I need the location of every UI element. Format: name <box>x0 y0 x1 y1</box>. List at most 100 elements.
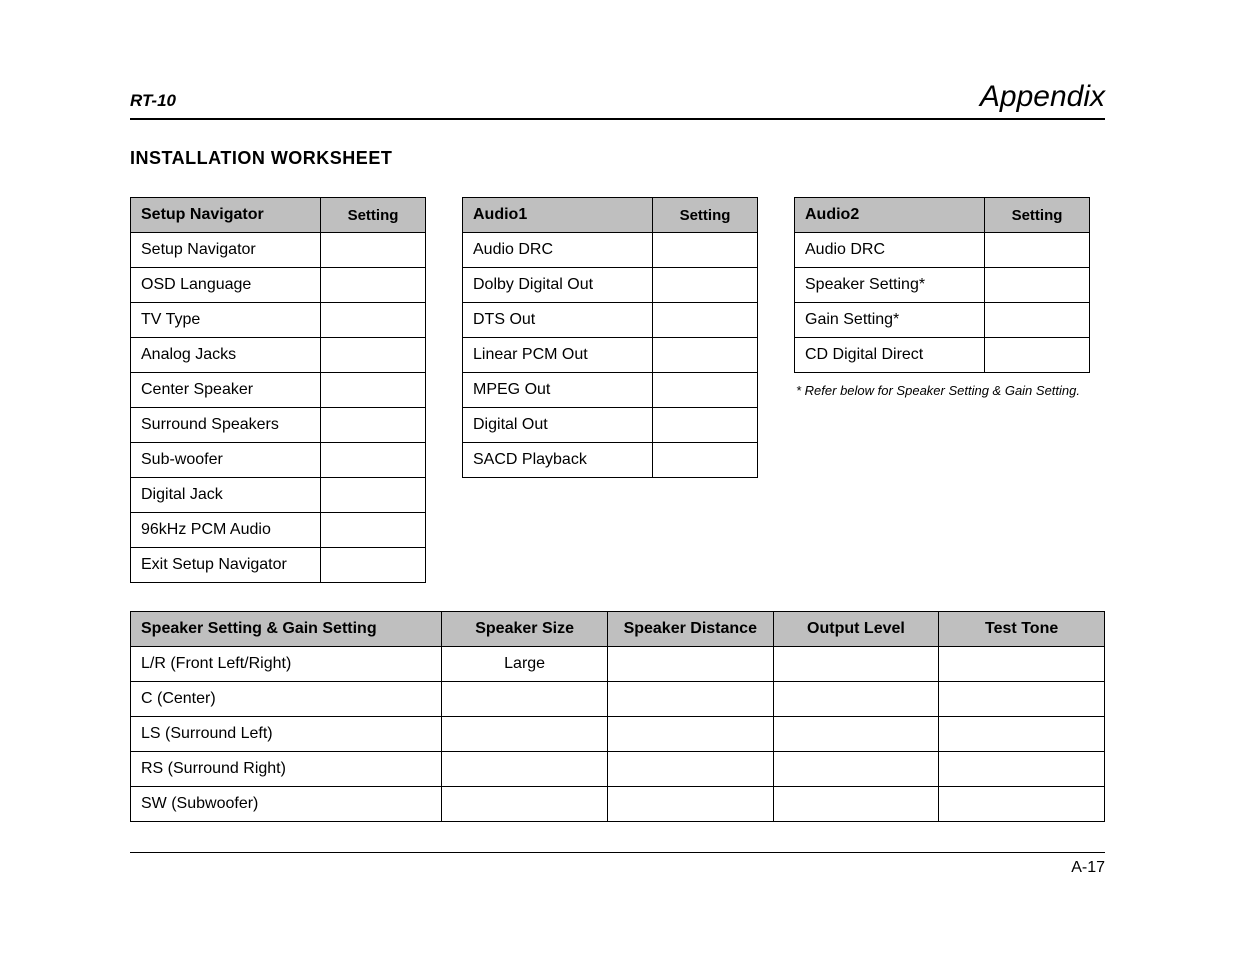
table-row: Audio DRC <box>463 233 758 268</box>
cell-value <box>773 682 939 717</box>
cell-value <box>607 647 773 682</box>
table-row: OSD Language <box>131 268 426 303</box>
table-row: Center Speaker <box>131 373 426 408</box>
cell-label: Speaker Setting* <box>795 268 985 303</box>
table-row: TV Type <box>131 303 426 338</box>
table-row: Digital Jack <box>131 478 426 513</box>
cell-value <box>321 408 426 443</box>
cell-value <box>321 513 426 548</box>
cell-value <box>939 647 1105 682</box>
table-row: C (Center) <box>131 682 1105 717</box>
table-row: CD Digital Direct <box>795 338 1090 373</box>
col-header: Speaker Setting & Gain Setting <box>131 612 442 647</box>
cell-value <box>321 478 426 513</box>
cell-value <box>442 787 608 822</box>
cell-label: Digital Jack <box>131 478 321 513</box>
cell-label: Audio DRC <box>463 233 653 268</box>
cell-value <box>985 233 1090 268</box>
cell-value <box>321 443 426 478</box>
col-header: Speaker Distance <box>607 612 773 647</box>
col-header-audio1: Audio1 <box>463 198 653 233</box>
col-header-setting: Setting <box>653 198 758 233</box>
table-row: Dolby Digital Out <box>463 268 758 303</box>
header-section: Appendix <box>980 80 1105 114</box>
table-row: Sub-woofer <box>131 443 426 478</box>
cell-value <box>321 268 426 303</box>
table-row: Linear PCM Out <box>463 338 758 373</box>
col-header: Test Tone <box>939 612 1105 647</box>
cell-value <box>773 647 939 682</box>
cell-label: Setup Navigator <box>131 233 321 268</box>
cell-value <box>653 338 758 373</box>
cell-value <box>985 268 1090 303</box>
table-audio1: Audio1 Setting Audio DRCDolby Digital Ou… <box>462 197 758 478</box>
cell-label: 96kHz PCM Audio <box>131 513 321 548</box>
col-header-setup: Setup Navigator <box>131 198 321 233</box>
table-row: LS (Surround Left) <box>131 717 1105 752</box>
cell-value <box>607 752 773 787</box>
col-header-setting: Setting <box>321 198 426 233</box>
cell-value <box>321 233 426 268</box>
cell-value <box>442 752 608 787</box>
cell-value <box>321 303 426 338</box>
page: RT-10 Appendix INSTALLATION WORKSHEET Se… <box>0 0 1235 917</box>
table-row: 96kHz PCM Audio <box>131 513 426 548</box>
section-title: INSTALLATION WORKSHEET <box>130 148 1105 169</box>
col-header-audio2: Audio2 <box>795 198 985 233</box>
col-header: Speaker Size <box>442 612 608 647</box>
cell-label: CD Digital Direct <box>795 338 985 373</box>
cell-value <box>607 682 773 717</box>
table-row: Audio DRC <box>795 233 1090 268</box>
table-row: Gain Setting* <box>795 303 1090 338</box>
cell-label: Center Speaker <box>131 373 321 408</box>
table-setup-navigator: Setup Navigator Setting Setup NavigatorO… <box>130 197 426 583</box>
cell-value <box>321 338 426 373</box>
cell-value <box>607 787 773 822</box>
table-row: RS (Surround Right) <box>131 752 1105 787</box>
col-header: Output Level <box>773 612 939 647</box>
cell-label: OSD Language <box>131 268 321 303</box>
audio2-footnote: * Refer below for Speaker Setting & Gain… <box>794 383 1090 398</box>
col-header-setting: Setting <box>985 198 1090 233</box>
cell-value <box>442 717 608 752</box>
table-row: Analog Jacks <box>131 338 426 373</box>
page-header: RT-10 Appendix <box>130 80 1105 120</box>
cell-value: Large <box>442 647 608 682</box>
table-audio2: Audio2 Setting Audio DRCSpeaker Setting*… <box>794 197 1090 373</box>
cell-label: MPEG Out <box>463 373 653 408</box>
cell-label: Surround Speakers <box>131 408 321 443</box>
cell-value <box>653 408 758 443</box>
cell-label: SACD Playback <box>463 443 653 478</box>
cell-value <box>773 752 939 787</box>
table-row: Digital Out <box>463 408 758 443</box>
cell-label: Exit Setup Navigator <box>131 548 321 583</box>
table-row: Setup Navigator <box>131 233 426 268</box>
table-row: Speaker Setting* <box>795 268 1090 303</box>
cell-value <box>653 443 758 478</box>
page-number: A-17 <box>1071 859 1105 876</box>
cell-label: Gain Setting* <box>795 303 985 338</box>
page-footer: A-17 <box>130 852 1105 877</box>
cell-value <box>653 268 758 303</box>
cell-value <box>653 373 758 408</box>
audio2-block: Audio2 Setting Audio DRCSpeaker Setting*… <box>794 197 1090 398</box>
table-row: DTS Out <box>463 303 758 338</box>
table-row: MPEG Out <box>463 373 758 408</box>
cell-value <box>985 338 1090 373</box>
table-row: L/R (Front Left/Right)Large <box>131 647 1105 682</box>
table-row: Exit Setup Navigator <box>131 548 426 583</box>
cell-label: Digital Out <box>463 408 653 443</box>
cell-value <box>939 682 1105 717</box>
cell-value <box>442 682 608 717</box>
cell-label: LS (Surround Left) <box>131 717 442 752</box>
cell-value <box>939 752 1105 787</box>
cell-value <box>773 787 939 822</box>
cell-label: Dolby Digital Out <box>463 268 653 303</box>
cell-label: RS (Surround Right) <box>131 752 442 787</box>
cell-label: Sub-woofer <box>131 443 321 478</box>
header-model: RT-10 <box>130 91 176 111</box>
cell-label: SW (Subwoofer) <box>131 787 442 822</box>
table-speaker-gain: Speaker Setting & Gain SettingSpeaker Si… <box>130 611 1105 822</box>
table-row: Surround Speakers <box>131 408 426 443</box>
table-row: SACD Playback <box>463 443 758 478</box>
